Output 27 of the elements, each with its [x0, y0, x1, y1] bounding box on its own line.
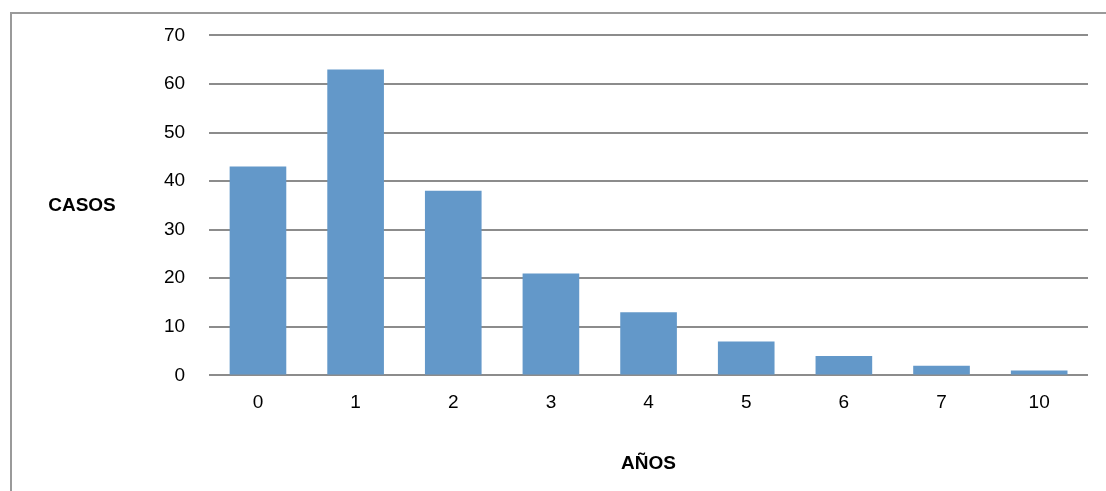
x-tick-label: 4 — [643, 391, 655, 413]
y-tick-label: 20 — [163, 266, 186, 288]
y-tick-label: 70 — [163, 23, 186, 45]
x-tick-label: 7 — [936, 391, 947, 413]
y-axis-title: CASOS — [48, 193, 116, 215]
bar — [327, 69, 384, 375]
x-axis-title: AÑOS — [621, 451, 677, 473]
x-tick-label: 2 — [447, 391, 459, 413]
x-tick-label: 10 — [1028, 391, 1050, 413]
y-tick-label: 60 — [163, 72, 186, 94]
bar — [815, 355, 873, 375]
y-tick-label: 30 — [163, 217, 186, 239]
y-tick-label: 40 — [163, 169, 186, 191]
x-tick-label: 0 — [252, 391, 264, 413]
x-tick-label: 6 — [838, 391, 850, 413]
bar — [522, 273, 580, 375]
y-tick-label: 50 — [163, 120, 186, 142]
bar — [913, 365, 970, 375]
x-tick-label: 5 — [740, 391, 752, 413]
x-tick-label: 3 — [545, 391, 557, 413]
y-tick-label: 0 — [174, 363, 186, 385]
y-tick-label: 10 — [163, 315, 186, 337]
bar — [424, 190, 482, 375]
bar — [717, 341, 775, 375]
bar — [229, 166, 287, 375]
x-tick-label: 1 — [350, 391, 361, 413]
bar — [620, 312, 677, 375]
